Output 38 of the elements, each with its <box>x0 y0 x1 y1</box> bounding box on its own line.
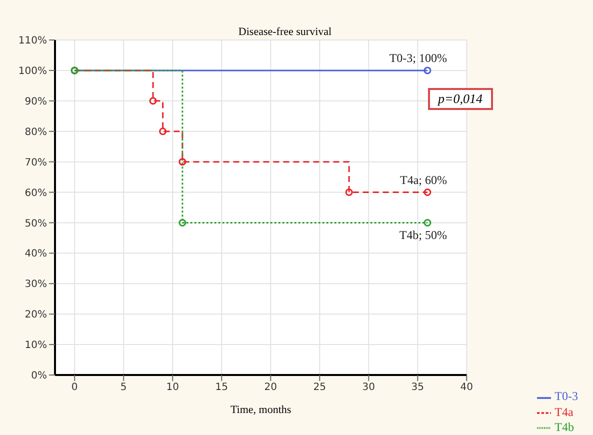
annotation: T4b; 50% <box>399 228 447 242</box>
legend-label: T4b <box>554 420 574 434</box>
y-tick-label: 40% <box>24 248 47 260</box>
legend-label: T0-3 <box>554 389 578 404</box>
y-tick-label: 10% <box>24 340 47 352</box>
x-tick-label: 0 <box>71 382 78 394</box>
x-tick-label: 10 <box>166 382 179 394</box>
annotation: T0-3; 100% <box>389 51 448 65</box>
x-tick-label: 15 <box>215 382 228 394</box>
point <box>159 128 167 136</box>
y-tick-label: 60% <box>24 188 47 199</box>
x-tick-label: 30 <box>362 382 376 394</box>
x-tick-label: 25 <box>313 382 326 394</box>
y-tick-label: 30% <box>24 279 47 290</box>
annotation: p=0,014 <box>428 88 493 110</box>
x-tick-label: 5 <box>120 382 127 394</box>
point <box>345 188 353 196</box>
x-axis-title: Time, months <box>230 404 292 416</box>
point <box>424 188 432 196</box>
y-tick-label: 100% <box>18 66 47 78</box>
x-tick-label: 40 <box>460 382 474 394</box>
point <box>178 218 186 226</box>
y-tick-label: 70% <box>24 157 47 168</box>
y-tick-label: 50% <box>24 218 47 230</box>
point <box>149 97 157 105</box>
y-tick-label: 0% <box>31 370 47 382</box>
y-tick-label: 20% <box>24 310 47 321</box>
chart-title: Disease-free survival <box>238 26 332 38</box>
y-tick-label: 90% <box>24 96 47 108</box>
x-tick-label: 20 <box>264 382 278 394</box>
annotation: T4a; 60% <box>400 173 447 187</box>
point <box>424 218 432 226</box>
y-tick-label: 110% <box>18 36 47 47</box>
x-tick-label: 35 <box>411 382 424 394</box>
y-tick-label: 80% <box>24 126 47 138</box>
point <box>178 158 186 166</box>
point <box>424 66 432 74</box>
legend-label: T4a <box>554 404 574 418</box>
